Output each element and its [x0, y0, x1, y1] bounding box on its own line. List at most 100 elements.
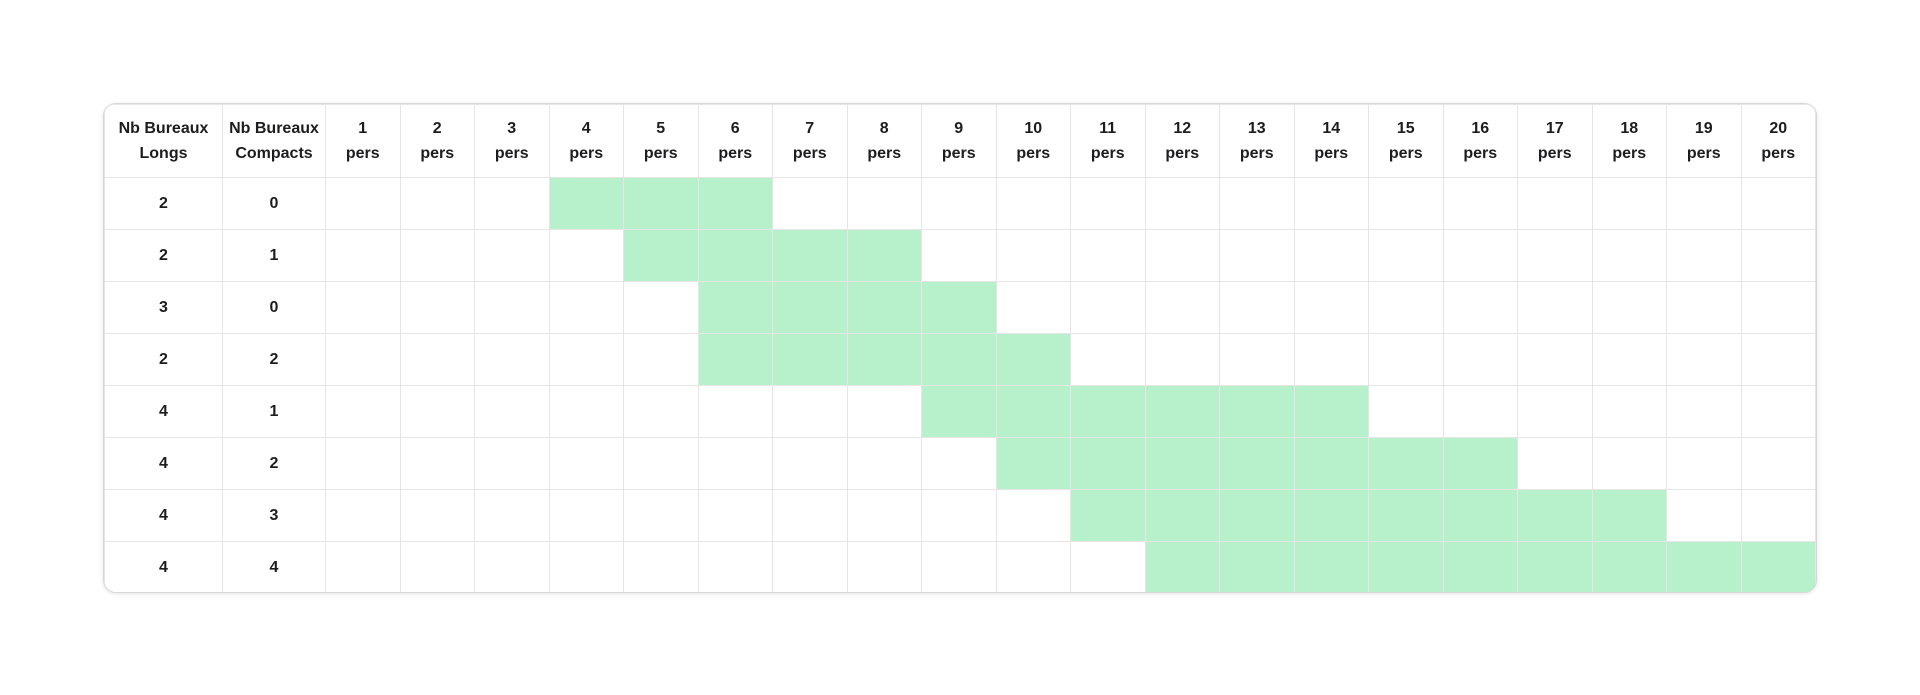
- person-col-unit: pers: [420, 145, 455, 162]
- person-col-header-11: 11 pers: [1070, 104, 1146, 178]
- person-col-header-12: 12 pers: [1144, 104, 1220, 178]
- capacity-cell: [1293, 333, 1369, 386]
- capacity-cell: [623, 541, 699, 592]
- capacity-cell-highlighted: [1219, 437, 1295, 490]
- person-col-header-6: 6 pers: [697, 104, 773, 178]
- person-col-count: 10: [1024, 120, 1043, 137]
- person-col-header-15: 15 pers: [1368, 104, 1444, 178]
- capacity-cell: [697, 437, 773, 490]
- capacity-cell: [325, 489, 401, 542]
- capacity-cell-highlighted: [1740, 541, 1816, 592]
- capacity-cell-highlighted: [1293, 489, 1369, 542]
- capacity-cell: [325, 229, 401, 282]
- longs-value: 2: [104, 333, 223, 386]
- capacity-cell: [995, 541, 1071, 592]
- capacity-cell: [1442, 385, 1518, 438]
- person-col-count: 14: [1322, 120, 1341, 137]
- person-col-unit: pers: [1388, 145, 1423, 162]
- capacity-cell: [623, 385, 699, 438]
- capacity-cell: [1666, 385, 1742, 438]
- capacity-cell: [1070, 541, 1146, 592]
- compacts-value: 2: [222, 437, 326, 490]
- capacity-cell: [1666, 437, 1742, 490]
- person-col-unit: pers: [1761, 145, 1796, 162]
- capacity-cell: [697, 541, 773, 592]
- capacity-cell: [995, 177, 1071, 230]
- capacity-cell-highlighted: [1666, 541, 1742, 592]
- capacity-cell: [399, 385, 475, 438]
- person-col-unit: pers: [867, 145, 902, 162]
- capacity-cell-highlighted: [846, 281, 922, 334]
- compacts-value: 3: [222, 489, 326, 542]
- capacity-cell-highlighted: [697, 333, 773, 386]
- capacity-cell: [1517, 177, 1593, 230]
- longs-value: 2: [104, 229, 223, 282]
- capacity-cell: [921, 437, 997, 490]
- capacity-cell: [548, 229, 624, 282]
- capacity-cell: [1368, 229, 1444, 282]
- capacity-cell: [1442, 281, 1518, 334]
- capacity-cell: [474, 489, 550, 542]
- person-col-unit: pers: [345, 145, 380, 162]
- person-col-header-2: 2 pers: [399, 104, 475, 178]
- compacts-value: 4: [222, 541, 326, 592]
- capacity-cell: [1591, 437, 1667, 490]
- capacity-cell: [1666, 229, 1742, 282]
- person-col-unit: pers: [494, 145, 529, 162]
- longs-value: 2: [104, 177, 223, 230]
- capacity-cell: [325, 333, 401, 386]
- person-col-count: 20: [1769, 120, 1788, 137]
- capacity-cell: [1517, 437, 1593, 490]
- longs-value: 3: [104, 281, 223, 334]
- capacity-cell: [399, 333, 475, 386]
- person-col-unit: pers: [643, 145, 678, 162]
- capacity-cell-highlighted: [697, 177, 773, 230]
- col-header-longs-line2: Longs: [139, 145, 188, 162]
- capacity-cell: [1591, 385, 1667, 438]
- person-col-count: 1: [358, 120, 368, 137]
- capacity-cell: [325, 385, 401, 438]
- person-col-count: 7: [805, 120, 815, 137]
- capacity-cell-highlighted: [772, 281, 848, 334]
- capacity-cell: [474, 385, 550, 438]
- capacity-cell: [921, 541, 997, 592]
- capacity-cell: [1070, 229, 1146, 282]
- capacity-cell: [1070, 281, 1146, 334]
- capacity-cell: [474, 177, 550, 230]
- capacity-cell-highlighted: [1293, 437, 1369, 490]
- capacity-cell: [399, 489, 475, 542]
- longs-value: 4: [104, 385, 223, 438]
- capacity-cell: [772, 541, 848, 592]
- capacity-cell-highlighted: [623, 177, 699, 230]
- person-col-header-3: 3 pers: [474, 104, 550, 178]
- capacity-cell-highlighted: [1293, 385, 1369, 438]
- capacity-cell: [846, 177, 922, 230]
- capacity-cell: [474, 229, 550, 282]
- capacity-cell: [399, 437, 475, 490]
- person-col-count: 19: [1694, 120, 1713, 137]
- capacity-cell: [1219, 281, 1295, 334]
- capacity-cell: [399, 541, 475, 592]
- capacity-cell-highlighted: [1070, 437, 1146, 490]
- compacts-value: 1: [222, 229, 326, 282]
- capacity-cell-highlighted: [1219, 541, 1295, 592]
- capacity-cell: [1740, 437, 1816, 490]
- person-col-header-8: 8 pers: [846, 104, 922, 178]
- capacity-cell: [1144, 177, 1220, 230]
- capacity-cell-highlighted: [1219, 385, 1295, 438]
- person-col-count: 17: [1545, 120, 1564, 137]
- capacity-cell: [1591, 229, 1667, 282]
- capacity-cell: [772, 385, 848, 438]
- person-col-unit: pers: [1090, 145, 1125, 162]
- person-col-count: 12: [1173, 120, 1192, 137]
- person-col-count: 2: [432, 120, 442, 137]
- person-col-unit: pers: [1314, 145, 1349, 162]
- capacity-cell: [1219, 229, 1295, 282]
- person-col-count: 13: [1247, 120, 1266, 137]
- capacity-cell: [846, 385, 922, 438]
